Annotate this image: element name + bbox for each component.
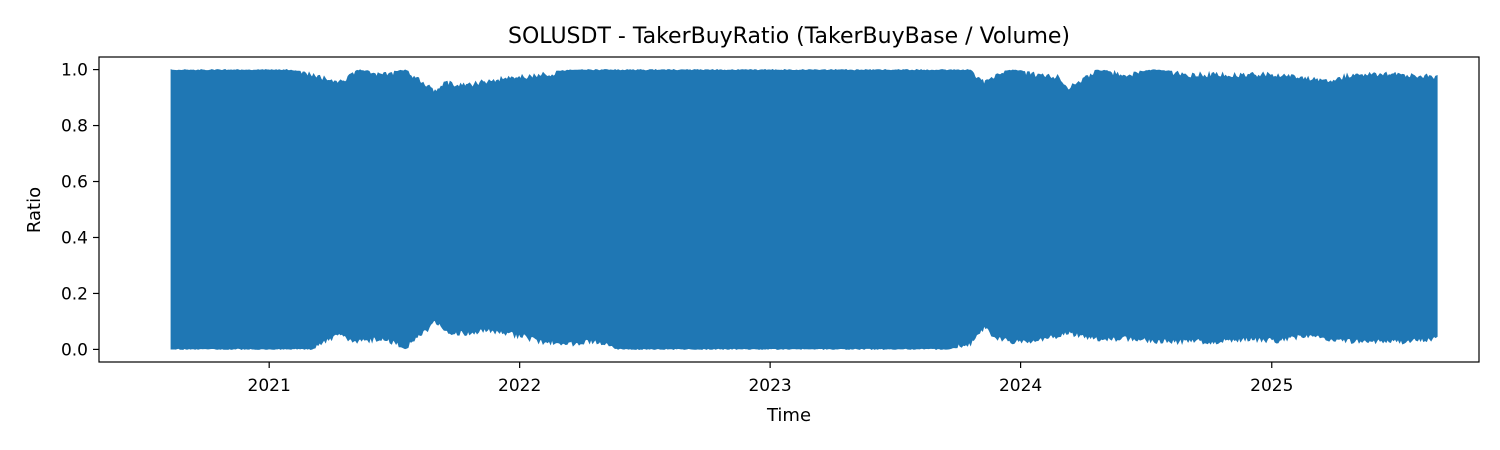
x-axis: 2021 2022 2023 2024 2025 [248,362,1293,396]
x-tick-label-0: 2021 [248,376,291,396]
plot-frame [98,56,1480,363]
x-tick-label-2: 2023 [748,376,791,396]
y-tick-label-0: 0.0 [61,340,88,360]
x-tick-label-4: 2025 [1250,376,1293,396]
x-axis-label: Time [766,405,811,426]
y-axis: 0.0 0.2 0.4 0.6 0.8 1.0 [61,61,99,360]
plot-area [170,69,1438,351]
x-tick-label-3: 2024 [999,376,1042,396]
y-tick-label-4: 0.8 [61,117,88,137]
y-axis-label: Ratio [24,187,45,233]
y-tick-label-1: 0.2 [61,284,88,304]
y-tick-label-3: 0.6 [61,173,88,193]
y-tick-label-2: 0.4 [61,228,88,248]
chart-title: SOLUSDT - TakerBuyRatio (TakerBuyBase / … [508,24,1070,49]
series-area-0 [170,69,1438,351]
y-tick-label-5: 1.0 [61,61,88,81]
x-tick-label-1: 2022 [498,376,541,396]
